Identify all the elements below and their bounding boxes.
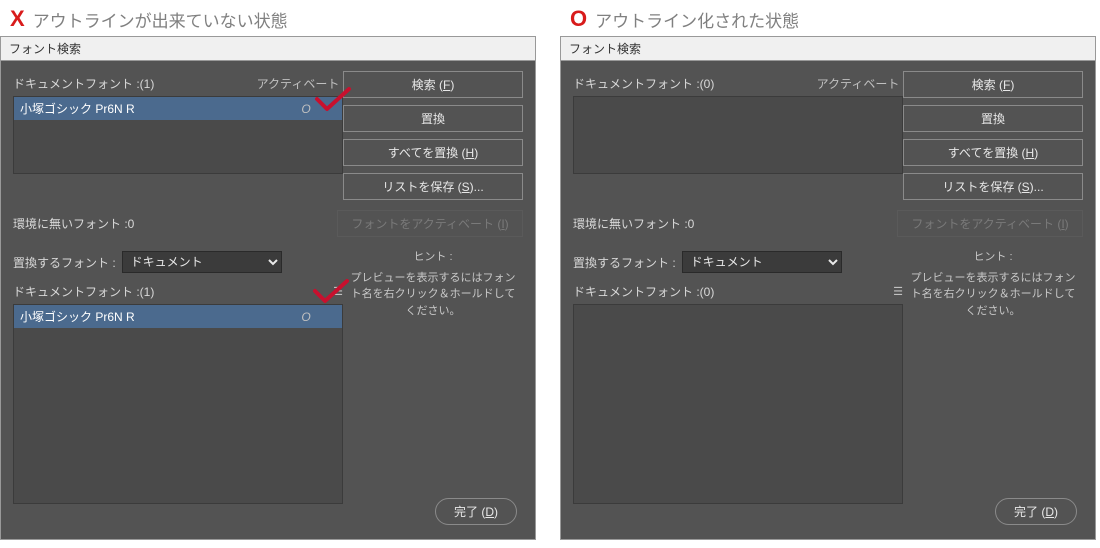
lower-doc-fonts-count: (0) (700, 285, 715, 299)
window-titlebar: フォント検索 (1, 37, 535, 61)
caption-bad: X アウトラインが出来ていない状態 (10, 6, 536, 32)
hint-title: ヒント : (909, 249, 1077, 266)
window-title: フォント検索 (569, 42, 641, 56)
panel-bad-state: X アウトラインが出来ていない状態 フォント検索 ドキュメントフォント : (1… (0, 0, 536, 540)
replace-font-label: 置換するフォント : (13, 254, 116, 271)
doc-fonts-label: ドキュメントフォント : (573, 75, 700, 92)
missing-fonts-label: 環境に無いフォント : (13, 215, 128, 232)
change-all-button[interactable]: すべてを置換 (H) (343, 139, 523, 166)
replace-font-select[interactable]: ドキュメント (682, 251, 842, 273)
panel-good-state: O アウトライン化された状態 フォント検索 ドキュメントフォント : (0) ア… (560, 0, 1096, 540)
replace-fonts-listbox[interactable] (573, 304, 903, 504)
replace-font-select[interactable]: ドキュメント (122, 251, 282, 273)
change-button[interactable]: 置換 (903, 105, 1083, 132)
caption-text: アウトライン化された状態 (595, 7, 799, 32)
hint-body: プレビューを表示するにはフォント名を右クリック＆ホールドしてください。 (909, 270, 1077, 320)
font-name: 小塚ゴシック Pr6N R (20, 100, 276, 117)
missing-fonts-count: 0 (128, 217, 135, 231)
activate-font-button: フォントをアクティベート (I) (897, 210, 1083, 237)
caption-good: O アウトライン化された状態 (570, 6, 1096, 32)
doc-fonts-count: (0) (700, 77, 715, 91)
replace-font-label: 置換するフォント : (573, 254, 676, 271)
caption-mark-o: O (570, 6, 587, 32)
replace-fonts-listbox[interactable]: 小塚ゴシック Pr6N RO (13, 304, 343, 504)
save-list-button[interactable]: リストを保存 (S)... (343, 173, 523, 200)
font-name: 小塚ゴシック Pr6N R (20, 308, 276, 325)
font-kind-icon: O (276, 310, 336, 324)
lower-doc-fonts-label: ドキュメントフォント : (13, 283, 140, 300)
list-view-icon[interactable]: ☰ (323, 285, 343, 298)
font-kind-icon: O (276, 102, 336, 116)
list-view-icon[interactable]: ☰ (883, 285, 903, 298)
lower-doc-fonts-count: (1) (140, 285, 155, 299)
change-all-button[interactable]: すべてを置換 (H) (903, 139, 1083, 166)
lower-doc-fonts-label: ドキュメントフォント : (573, 283, 700, 300)
window-titlebar: フォント検索 (561, 37, 1095, 61)
doc-fonts-listbox[interactable]: 小塚ゴシック Pr6N RO (13, 96, 343, 174)
find-button[interactable]: 検索 (F) (343, 71, 523, 98)
change-button[interactable]: 置換 (343, 105, 523, 132)
doc-fonts-listbox[interactable] (573, 96, 903, 174)
save-list-button[interactable]: リストを保存 (S)... (903, 173, 1083, 200)
hint-body: プレビューを表示するにはフォント名を右クリック＆ホールドしてください。 (349, 270, 517, 320)
activate-column-header: アクティベート (813, 75, 903, 92)
done-button[interactable]: 完了 (D) (995, 498, 1077, 525)
missing-fonts-count: 0 (688, 217, 695, 231)
hint-block: ヒント : プレビューを表示するにはフォント名を右クリック＆ホールドしてください… (343, 249, 523, 319)
hint-title: ヒント : (349, 249, 517, 266)
list-item[interactable]: 小塚ゴシック Pr6N RO (14, 97, 342, 120)
find-button[interactable]: 検索 (F) (903, 71, 1083, 98)
activate-column-header: アクティベート (253, 75, 343, 92)
done-button[interactable]: 完了 (D) (435, 498, 517, 525)
missing-fonts-label: 環境に無いフォント : (573, 215, 688, 232)
hint-block: ヒント : プレビューを表示するにはフォント名を右クリック＆ホールドしてください… (903, 249, 1083, 319)
doc-fonts-label: ドキュメントフォント : (13, 75, 140, 92)
font-search-window: フォント検索 ドキュメントフォント : (1) アクティベート 小塚ゴシック P… (0, 36, 536, 540)
caption-text: アウトラインが出来ていない状態 (33, 7, 288, 32)
font-search-window: フォント検索 ドキュメントフォント : (0) アクティベート 検索 (F) (560, 36, 1096, 540)
doc-fonts-count: (1) (140, 77, 155, 91)
activate-font-button: フォントをアクティベート (I) (337, 210, 523, 237)
window-title: フォント検索 (9, 42, 81, 56)
list-item[interactable]: 小塚ゴシック Pr6N RO (14, 305, 342, 328)
caption-mark-x: X (10, 6, 25, 32)
